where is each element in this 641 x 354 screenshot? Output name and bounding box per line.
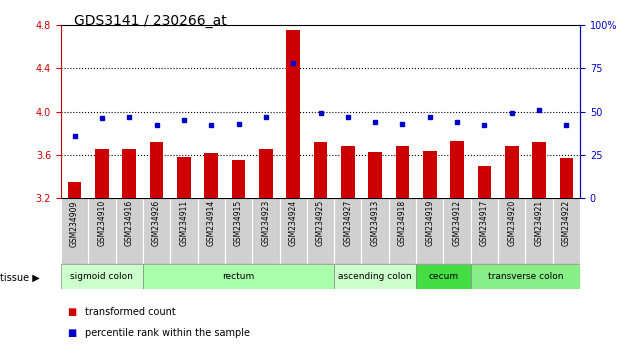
Bar bbox=[150, 142, 163, 198]
Text: tissue ▶: tissue ▶ bbox=[0, 273, 40, 283]
Bar bbox=[526, 198, 553, 264]
Bar bbox=[115, 198, 143, 264]
Bar bbox=[259, 149, 272, 198]
Bar bbox=[341, 146, 354, 198]
Bar bbox=[478, 166, 491, 198]
Bar bbox=[68, 182, 81, 198]
Bar bbox=[470, 264, 580, 289]
Bar bbox=[252, 198, 279, 264]
Bar bbox=[450, 141, 464, 198]
Text: GSM234910: GSM234910 bbox=[97, 200, 106, 246]
Bar bbox=[560, 158, 573, 198]
Bar bbox=[143, 264, 334, 289]
Text: GSM234914: GSM234914 bbox=[206, 200, 215, 246]
Text: GSM234918: GSM234918 bbox=[398, 200, 407, 246]
Text: GSM234912: GSM234912 bbox=[453, 200, 462, 246]
Bar bbox=[389, 198, 416, 264]
Text: GSM234927: GSM234927 bbox=[344, 200, 353, 246]
Text: ■: ■ bbox=[67, 328, 76, 338]
Bar bbox=[395, 146, 410, 198]
Bar bbox=[88, 198, 115, 264]
Text: GSM234923: GSM234923 bbox=[262, 200, 271, 246]
Bar bbox=[423, 150, 437, 198]
Bar bbox=[171, 198, 197, 264]
Text: transverse colon: transverse colon bbox=[488, 272, 563, 281]
Text: GSM234921: GSM234921 bbox=[535, 200, 544, 246]
Text: GSM234920: GSM234920 bbox=[507, 200, 516, 246]
Text: cecum: cecum bbox=[428, 272, 458, 281]
Bar bbox=[204, 153, 218, 198]
Bar bbox=[416, 264, 470, 289]
Text: GSM234911: GSM234911 bbox=[179, 200, 188, 246]
Bar bbox=[532, 142, 546, 198]
Bar bbox=[369, 152, 382, 198]
Bar bbox=[334, 264, 416, 289]
Text: percentile rank within the sample: percentile rank within the sample bbox=[85, 328, 250, 338]
Bar bbox=[279, 198, 307, 264]
Text: transformed count: transformed count bbox=[85, 307, 176, 316]
Text: GDS3141 / 230266_at: GDS3141 / 230266_at bbox=[74, 14, 226, 28]
Bar bbox=[498, 198, 526, 264]
Bar bbox=[444, 198, 470, 264]
Text: ■: ■ bbox=[67, 307, 76, 316]
Bar bbox=[122, 149, 136, 198]
Bar bbox=[505, 146, 519, 198]
Bar bbox=[287, 30, 300, 198]
Bar bbox=[362, 198, 389, 264]
Bar bbox=[177, 157, 191, 198]
Text: GSM234924: GSM234924 bbox=[288, 200, 297, 246]
Bar bbox=[307, 198, 334, 264]
Text: GSM234909: GSM234909 bbox=[70, 200, 79, 247]
Text: ascending colon: ascending colon bbox=[338, 272, 412, 281]
Text: GSM234916: GSM234916 bbox=[125, 200, 134, 246]
Text: GSM234926: GSM234926 bbox=[152, 200, 161, 246]
Bar bbox=[231, 160, 246, 198]
Text: sigmoid colon: sigmoid colon bbox=[71, 272, 133, 281]
Text: GSM234922: GSM234922 bbox=[562, 200, 571, 246]
Text: GSM234919: GSM234919 bbox=[426, 200, 435, 246]
Bar bbox=[197, 198, 225, 264]
Text: GSM234913: GSM234913 bbox=[370, 200, 379, 246]
Bar bbox=[143, 198, 171, 264]
Bar bbox=[334, 198, 362, 264]
Bar bbox=[95, 149, 109, 198]
Bar bbox=[61, 198, 88, 264]
Text: GSM234915: GSM234915 bbox=[234, 200, 243, 246]
Bar bbox=[313, 142, 328, 198]
Bar bbox=[61, 264, 143, 289]
Bar bbox=[470, 198, 498, 264]
Bar bbox=[225, 198, 252, 264]
Text: GSM234917: GSM234917 bbox=[480, 200, 489, 246]
Text: rectum: rectum bbox=[222, 272, 254, 281]
Bar bbox=[553, 198, 580, 264]
Bar bbox=[416, 198, 444, 264]
Text: GSM234925: GSM234925 bbox=[316, 200, 325, 246]
